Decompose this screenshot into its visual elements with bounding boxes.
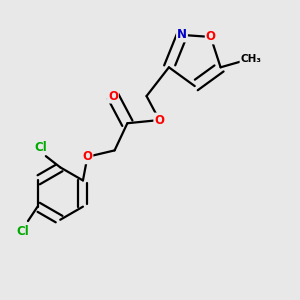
Text: O: O — [154, 113, 164, 127]
Text: O: O — [82, 150, 92, 163]
Text: O: O — [108, 90, 118, 103]
Text: Cl: Cl — [17, 225, 29, 238]
Text: O: O — [206, 30, 216, 44]
Text: Cl: Cl — [35, 141, 47, 154]
Text: CH₃: CH₃ — [240, 54, 261, 64]
Text: N: N — [177, 28, 187, 41]
